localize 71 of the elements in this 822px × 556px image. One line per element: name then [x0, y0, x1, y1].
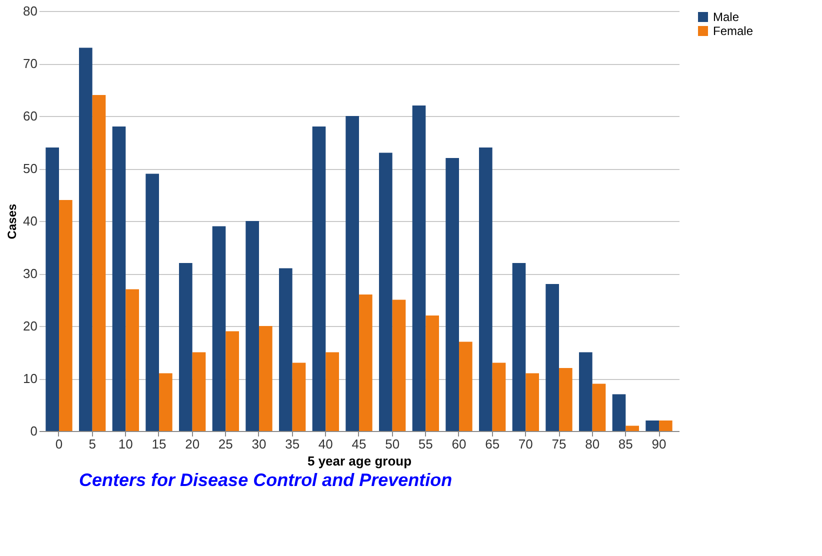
x-axis-title: 5 year age group — [307, 454, 412, 468]
bar — [212, 226, 226, 431]
bar — [79, 48, 92, 431]
bar — [479, 148, 492, 431]
x-tick-label: 15 — [152, 436, 166, 452]
bar — [446, 158, 459, 431]
legend-label: Female — [713, 24, 754, 38]
x-tick-label: 20 — [185, 436, 200, 452]
bar — [379, 152, 392, 431]
bar — [46, 148, 59, 431]
bar — [412, 106, 426, 431]
x-tick-label: 75 — [552, 436, 566, 452]
y-tick-label: 10 — [23, 371, 38, 386]
bar — [292, 362, 306, 431]
x-tick-label: 60 — [452, 436, 466, 452]
x-tick-label: 55 — [418, 436, 433, 452]
bar — [92, 95, 106, 431]
x-tick-label: 70 — [518, 436, 533, 452]
bar — [279, 268, 292, 431]
x-tick-label: 25 — [218, 436, 233, 452]
bar — [459, 342, 472, 431]
bar — [579, 352, 592, 431]
x-tick-label: 35 — [285, 436, 300, 452]
legend-label: Male — [713, 10, 740, 24]
bar — [59, 200, 72, 431]
x-tick-label: 5 — [88, 436, 96, 452]
bar — [526, 373, 539, 431]
bar — [179, 263, 192, 431]
bar — [559, 368, 572, 431]
y-axis-title: Cases — [5, 204, 20, 240]
x-tick-label: 45 — [352, 436, 366, 452]
x-tick-label: 30 — [252, 436, 266, 452]
x-tick-label: 65 — [485, 436, 500, 452]
bar — [659, 420, 672, 431]
x-tick-label: 40 — [318, 436, 333, 452]
bar — [392, 300, 406, 431]
bar — [626, 426, 639, 431]
bar — [126, 289, 139, 431]
x-tick-label: 0 — [55, 436, 63, 452]
y-tick-label: 40 — [23, 214, 38, 228]
bar — [359, 294, 372, 431]
text: Centers for Disease Control and Prevention — [79, 470, 452, 490]
y-tick-label: 70 — [23, 56, 38, 71]
x-tick-label: 50 — [385, 436, 400, 452]
bar — [512, 263, 526, 431]
bar — [159, 373, 172, 431]
bar — [546, 284, 559, 431]
bar — [426, 316, 439, 431]
y-tick-label: 30 — [23, 266, 38, 281]
x-tick-label: 10 — [118, 436, 133, 452]
x-tick-label: 80 — [585, 436, 600, 452]
bar — [312, 126, 326, 431]
y-tick-label: 20 — [23, 318, 38, 334]
bar — [226, 331, 239, 431]
bar — [346, 116, 359, 431]
y-tick-label: 80 — [23, 4, 38, 18]
bar — [112, 126, 126, 431]
bar — [192, 352, 206, 431]
bar — [492, 362, 506, 431]
x-tick-label: 90 — [652, 436, 666, 452]
bar — [259, 326, 272, 431]
bar — [246, 221, 259, 431]
y-tick-label: 0 — [30, 424, 38, 438]
bar — [146, 174, 159, 431]
bar — [326, 352, 339, 431]
y-tick-label: 60 — [23, 108, 38, 124]
y-tick-label: 50 — [23, 161, 38, 176]
bar — [592, 384, 606, 431]
x-tick-label: 85 — [618, 436, 633, 452]
bar — [646, 420, 659, 431]
bar — [612, 394, 626, 431]
